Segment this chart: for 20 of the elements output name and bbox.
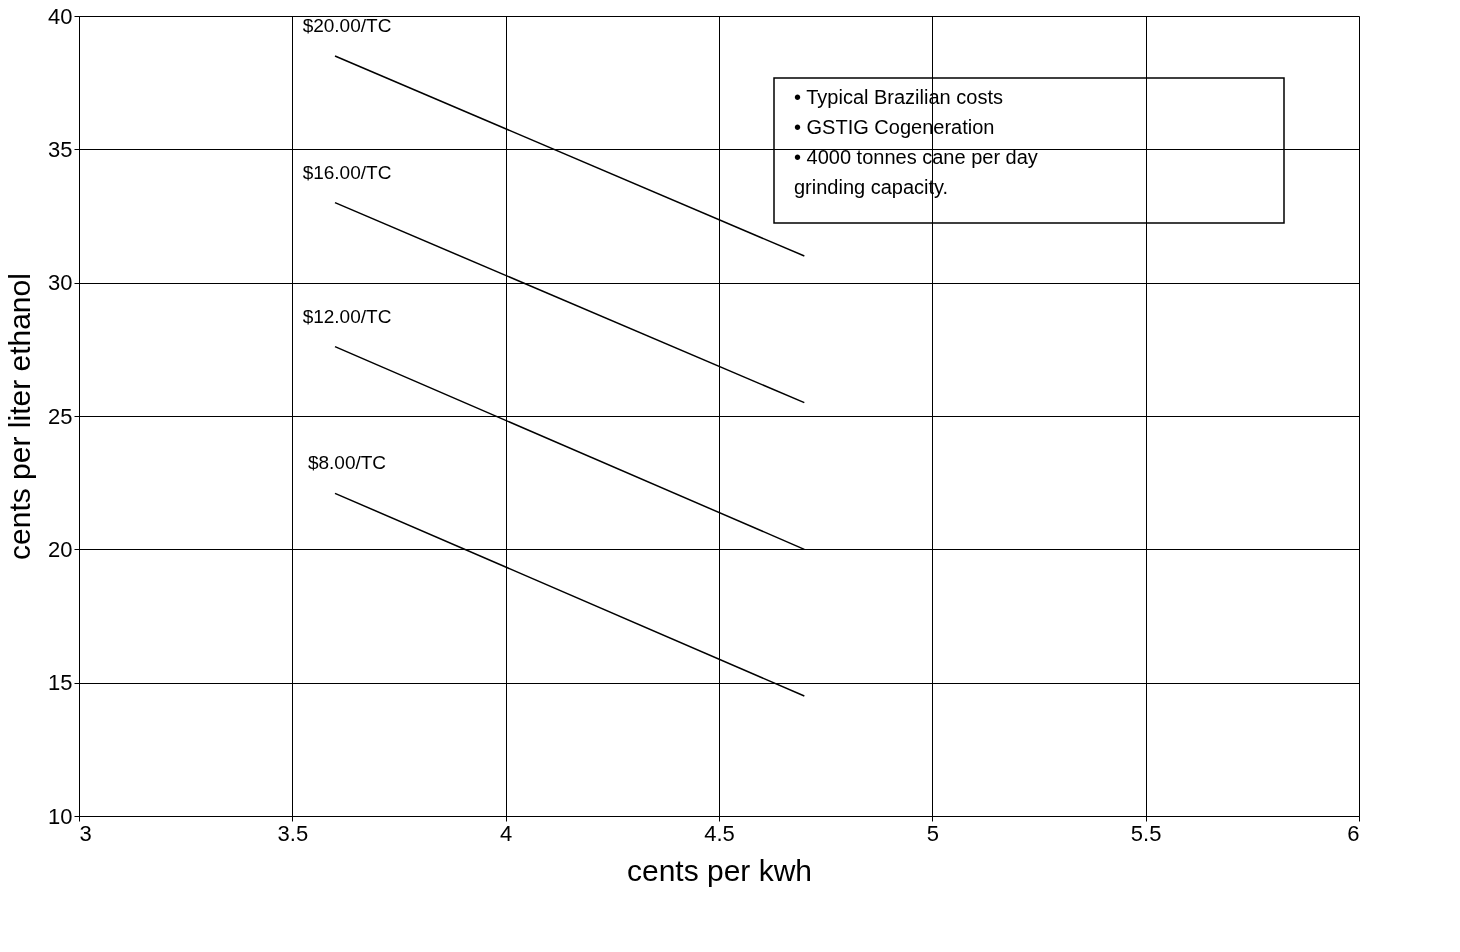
series-label: $12.00/TC — [302, 305, 392, 327]
series-label: $8.00/TC — [307, 452, 387, 474]
x-tick-label: 5.5 — [1130, 820, 1162, 846]
y-tick-label: 30 — [48, 270, 73, 296]
series-label: $16.00/TC — [302, 161, 392, 183]
x-tick-label: 3 — [79, 820, 92, 846]
x-tick-label: 6 — [1347, 820, 1360, 846]
x-tick-label: 5 — [926, 820, 939, 846]
series-label: $20.00/TC — [302, 15, 392, 36]
y-tick-label: 40 — [48, 3, 73, 29]
y-axis-title: cents per liter ethanol — [3, 273, 37, 560]
y-tick-label: 25 — [48, 403, 73, 429]
x-tick-label: 4.5 — [704, 820, 735, 846]
x-tick-label: 4 — [500, 820, 513, 846]
y-tick-label: 15 — [48, 670, 73, 696]
y-tick-label: 20 — [48, 536, 73, 562]
y-tick-label: 35 — [48, 136, 73, 162]
x-tick-label: 3.5 — [277, 820, 309, 846]
x-axis-title: cents per kwh — [626, 853, 813, 887]
y-tick-label: 10 — [48, 803, 73, 829]
